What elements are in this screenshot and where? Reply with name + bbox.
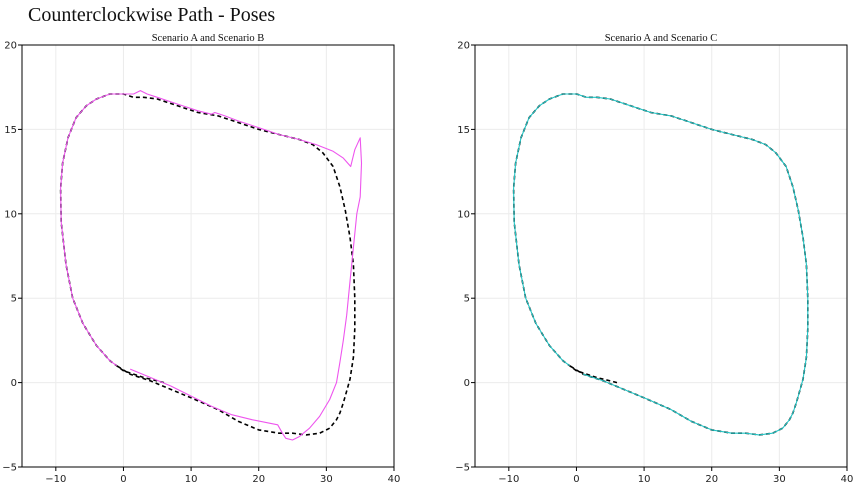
series-line-1 (60, 90, 363, 441)
x-tick-label: 10 (638, 474, 651, 485)
series-line-0 (512, 93, 809, 436)
figure-title: Counterclockwise Path - Poses (28, 4, 276, 26)
x-tick-label: 30 (773, 474, 786, 485)
x-tick-label: 0 (120, 474, 126, 485)
y-tick-label: 0 (464, 378, 470, 389)
x-tick-label: −10 (498, 474, 519, 485)
y-tick-label: 15 (457, 125, 470, 136)
x-tick-label: 10 (185, 474, 198, 485)
x-tick-label: 40 (388, 474, 401, 485)
y-tick-label: 10 (457, 209, 470, 220)
x-tick-label: −10 (45, 474, 66, 485)
y-tick-label: 20 (4, 41, 17, 52)
y-tick-label: −5 (2, 463, 17, 474)
x-tick-label: 0 (573, 474, 579, 485)
plot-frame (21, 44, 395, 468)
y-tick-label: 10 (4, 209, 17, 220)
plot-frame (474, 44, 848, 468)
y-tick-label: 15 (4, 125, 17, 136)
y-tick-label: 20 (457, 41, 470, 52)
panel-right: −10 0 10 20 30 40 −5 0 5 10 15 20 Scenario A and Sce… (455, 33, 853, 485)
series-line-0 (59, 93, 356, 436)
x-tick-label: 40 (841, 474, 854, 485)
panel-left: −10 0 10 20 30 40 −5 0 5 10 15 20 Scenario A and Sce… (2, 33, 400, 485)
y-tick-label: −5 (455, 463, 470, 474)
y-tick-label: 5 (464, 294, 470, 305)
subplot-title: Scenario A and Scenario C (605, 33, 718, 44)
y-tick-label: 0 (11, 378, 17, 389)
subplot-title: Scenario A and Scenario B (152, 33, 265, 44)
x-tick-label: 20 (252, 474, 265, 485)
x-tick-label: 30 (320, 474, 333, 485)
x-tick-label: 20 (705, 474, 718, 485)
series-line-1 (513, 93, 809, 436)
y-tick-label: 5 (11, 294, 17, 305)
